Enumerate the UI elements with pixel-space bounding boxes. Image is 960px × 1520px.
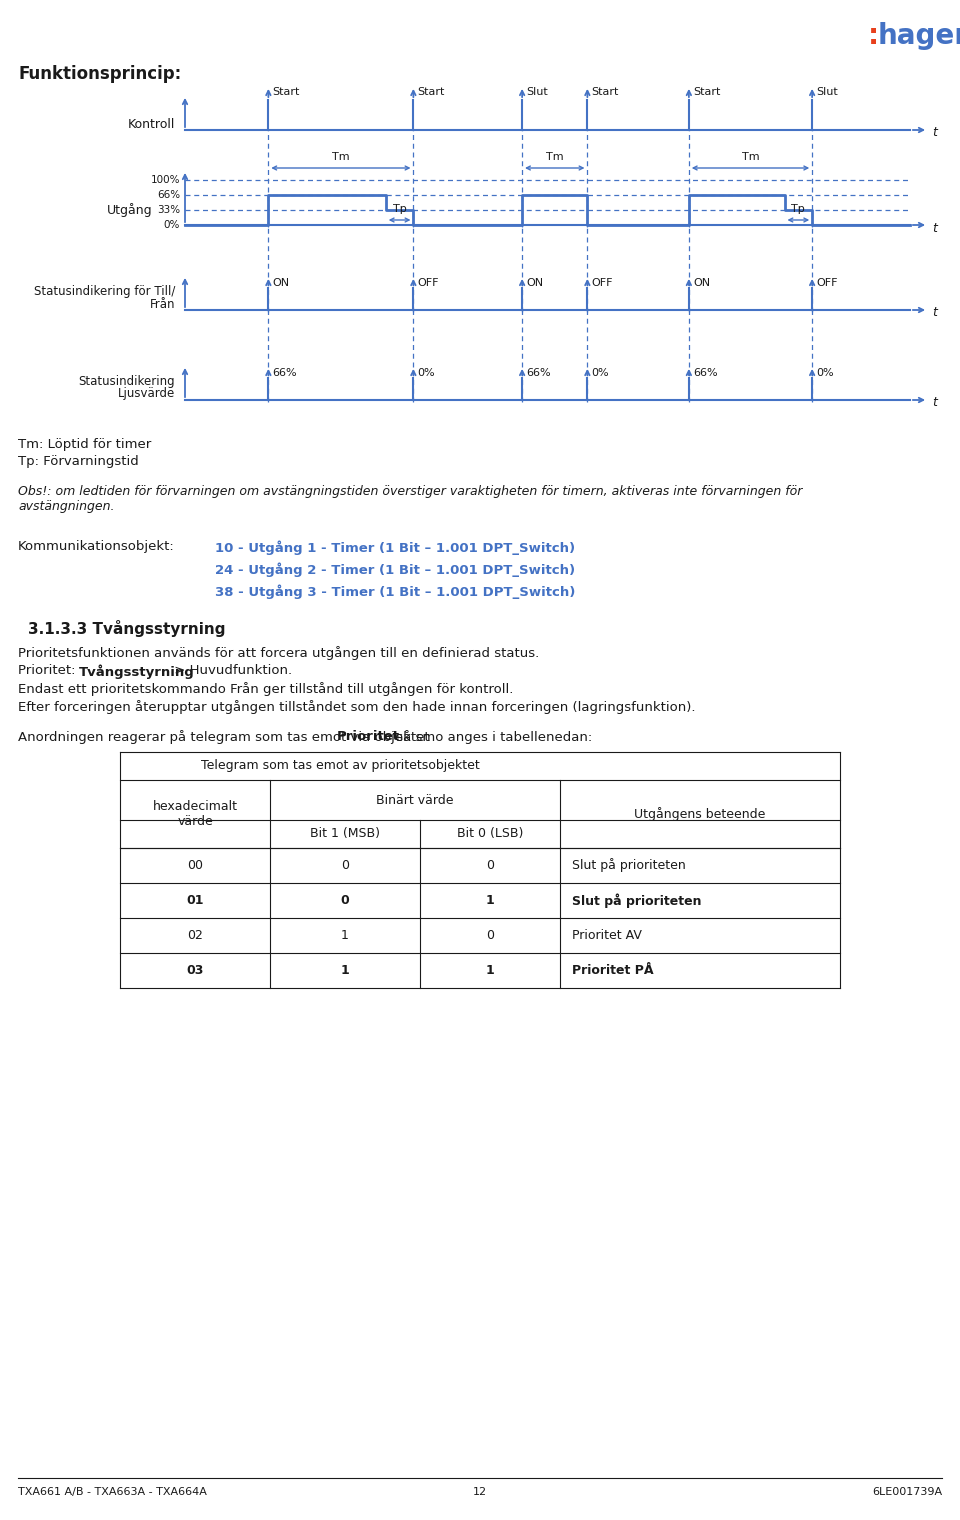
Text: Ljusvärde: Ljusvärde	[118, 388, 175, 400]
Text: ON: ON	[526, 278, 543, 287]
Text: Kontroll: Kontroll	[128, 119, 175, 132]
Text: Obs!: om ledtiden för förvarningen om avstängningstiden överstiger varaktigheten: Obs!: om ledtiden för förvarningen om av…	[18, 485, 803, 514]
Text: Statusindikering: Statusindikering	[79, 375, 175, 389]
Text: Tp: Tp	[791, 204, 805, 214]
Text: t: t	[932, 307, 937, 319]
Text: Prioritet: Prioritet	[337, 730, 399, 743]
Text: Bit 1 (MSB): Bit 1 (MSB)	[310, 827, 380, 841]
Text: Anordningen reagerar på telegram som tas emot via objektet: Anordningen reagerar på telegram som tas…	[18, 730, 434, 743]
Text: Prioritet PÅ: Prioritet PÅ	[572, 964, 654, 977]
Text: hager: hager	[878, 21, 960, 50]
Text: 12: 12	[473, 1487, 487, 1497]
Text: Start: Start	[693, 87, 720, 97]
Text: 3.1.3.3 Tvångsstyrning: 3.1.3.3 Tvångsstyrning	[28, 620, 226, 637]
Text: Tm: Tm	[332, 152, 349, 163]
Text: 0%: 0%	[418, 368, 435, 378]
Text: 1: 1	[341, 929, 348, 942]
Text: Tp: Tp	[393, 204, 406, 214]
Text: Slut: Slut	[816, 87, 838, 97]
Text: Utgångens beteende: Utgångens beteende	[635, 807, 766, 821]
Text: Prioritet:: Prioritet:	[18, 664, 80, 676]
Text: Tm: Tm	[742, 152, 759, 163]
Text: 33%: 33%	[156, 205, 180, 214]
Text: hexadecimalt
värde: hexadecimalt värde	[153, 800, 237, 828]
Text: Efter forceringen återupptar utgången tillståndet som den hade innan forceringen: Efter forceringen återupptar utgången ti…	[18, 701, 695, 714]
Text: Slut på prioriteten: Slut på prioriteten	[572, 859, 685, 872]
Text: Prioritetsfunktionen används för att forcera utgången till en definierad status.: Prioritetsfunktionen används för att for…	[18, 646, 540, 660]
Text: 38 - Utgång 3 - Timer (1 Bit – 1.001 DPT_Switch): 38 - Utgång 3 - Timer (1 Bit – 1.001 DPT…	[215, 584, 575, 599]
Text: 00: 00	[187, 859, 203, 872]
Text: Start: Start	[273, 87, 300, 97]
Text: OFF: OFF	[816, 278, 838, 287]
Text: ON: ON	[273, 278, 290, 287]
Text: 1: 1	[341, 964, 349, 977]
Text: 10 - Utgång 1 - Timer (1 Bit – 1.001 DPT_Switch): 10 - Utgång 1 - Timer (1 Bit – 1.001 DPT…	[215, 540, 575, 555]
Text: Utgång: Utgång	[108, 204, 153, 217]
Text: 1: 1	[486, 964, 494, 977]
Text: 6LE001739A: 6LE001739A	[872, 1487, 942, 1497]
Text: Statusindikering för Till/: Statusindikering för Till/	[34, 286, 175, 298]
Text: 66%: 66%	[156, 190, 180, 201]
Text: OFF: OFF	[591, 278, 612, 287]
Text: t: t	[932, 222, 937, 234]
Text: Start: Start	[418, 87, 444, 97]
Text: TXA661 A/B - TXA663A - TXA664A: TXA661 A/B - TXA663A - TXA664A	[18, 1487, 206, 1497]
Text: ON: ON	[693, 278, 710, 287]
Text: Funktionsprincip:: Funktionsprincip:	[18, 65, 181, 84]
Text: 0: 0	[341, 859, 349, 872]
Text: Start: Start	[591, 87, 619, 97]
Text: 0%: 0%	[163, 220, 180, 230]
Text: Binärt värde: Binärt värde	[376, 793, 454, 807]
Text: Kommunikationsobjekt:: Kommunikationsobjekt:	[18, 540, 175, 553]
Text: Tm: Löptid för timer: Tm: Löptid för timer	[18, 438, 152, 451]
Text: Tvångsstyrning: Tvångsstyrning	[79, 664, 194, 678]
Text: 1: 1	[486, 894, 494, 907]
Text: Endast ett prioritetskommando Från ger tillstånd till utgången för kontroll.: Endast ett prioritetskommando Från ger t…	[18, 682, 514, 696]
Text: 66%: 66%	[526, 368, 551, 378]
Text: så smo anges i tabellenedan:: så smo anges i tabellenedan:	[393, 730, 592, 743]
Text: > Huvudfunktion.: > Huvudfunktion.	[170, 664, 292, 676]
Text: 66%: 66%	[693, 368, 717, 378]
Text: Slut: Slut	[526, 87, 548, 97]
Text: 02: 02	[187, 929, 203, 942]
Text: t: t	[932, 397, 937, 409]
Text: Tp: Förvarningstid: Tp: Förvarningstid	[18, 454, 139, 468]
Text: OFF: OFF	[418, 278, 439, 287]
Text: Tm: Tm	[546, 152, 564, 163]
Text: 0: 0	[486, 859, 494, 872]
Text: 0%: 0%	[591, 368, 609, 378]
Text: 24 - Utgång 2 - Timer (1 Bit – 1.001 DPT_Switch): 24 - Utgång 2 - Timer (1 Bit – 1.001 DPT…	[215, 562, 575, 576]
Text: 66%: 66%	[273, 368, 297, 378]
Text: 100%: 100%	[151, 175, 180, 185]
Text: Prioritet AV: Prioritet AV	[572, 929, 642, 942]
Text: 0%: 0%	[816, 368, 833, 378]
Text: Från: Från	[150, 298, 175, 310]
Text: 01: 01	[186, 894, 204, 907]
Text: Bit 0 (LSB): Bit 0 (LSB)	[457, 827, 523, 841]
Text: 0: 0	[486, 929, 494, 942]
Text: Slut på prioriteten: Slut på prioriteten	[572, 894, 702, 907]
Text: 03: 03	[186, 964, 204, 977]
Text: :: :	[868, 21, 879, 50]
Text: t: t	[932, 126, 937, 140]
Text: Telegram som tas emot av prioritetsobjektet: Telegram som tas emot av prioritetsobjek…	[201, 760, 479, 772]
Text: 0: 0	[341, 894, 349, 907]
